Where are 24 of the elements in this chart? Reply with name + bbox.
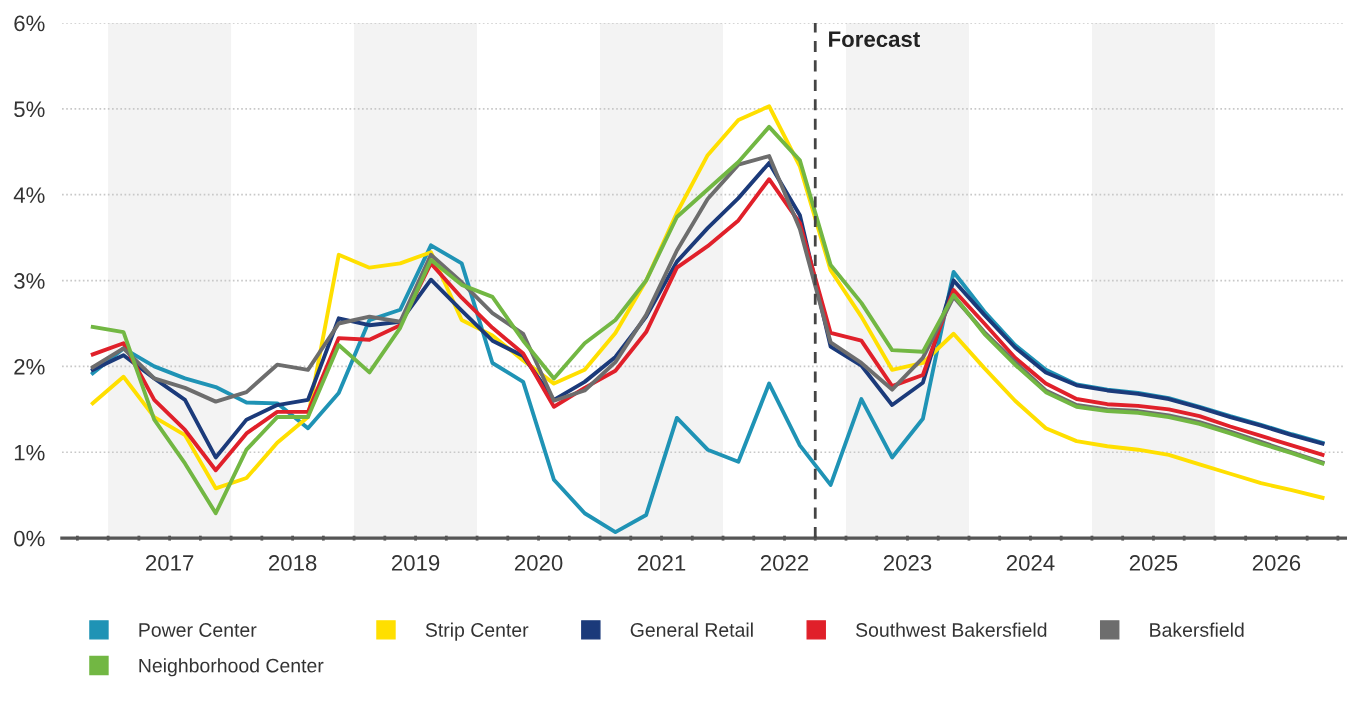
- legend-label: Power Center: [139, 623, 257, 637]
- legend-label: Strip Center: [425, 622, 529, 641]
- y-tick-label: 2%: [14, 358, 45, 375]
- x-tick-label: 2018: [269, 555, 317, 571]
- x-tick-label: 2025: [1129, 555, 1178, 571]
- legend-label: General Retail: [630, 622, 753, 637]
- y-tick-label: 3%: [14, 273, 45, 289]
- y-tick-label: 6%: [14, 15, 45, 32]
- x-tick-label: 2026: [1252, 555, 1301, 571]
- x-tick-label: 2019: [391, 555, 440, 571]
- x-tick-label: 2022: [760, 555, 809, 571]
- legend-label: Neighborhood Center: [139, 658, 324, 677]
- ref-line-label: Forecast: [829, 31, 920, 48]
- x-tick-label: 2024: [1006, 555, 1055, 571]
- x-tick-label: 2020: [514, 555, 563, 571]
- x-tick-label: 2021: [637, 555, 686, 571]
- y-tick-label: 5%: [14, 101, 45, 118]
- legend-label: Bakersfield: [1150, 622, 1244, 637]
- y-tick-label: 1%: [14, 444, 45, 461]
- legend-label: Southwest Bakersfield: [856, 622, 1047, 637]
- y-tick-label: 0%: [14, 530, 45, 547]
- y-tick-label: 4%: [13, 187, 45, 203]
- x-tick-label: 2017: [146, 555, 194, 571]
- x-tick-label: 2023: [883, 555, 932, 571]
